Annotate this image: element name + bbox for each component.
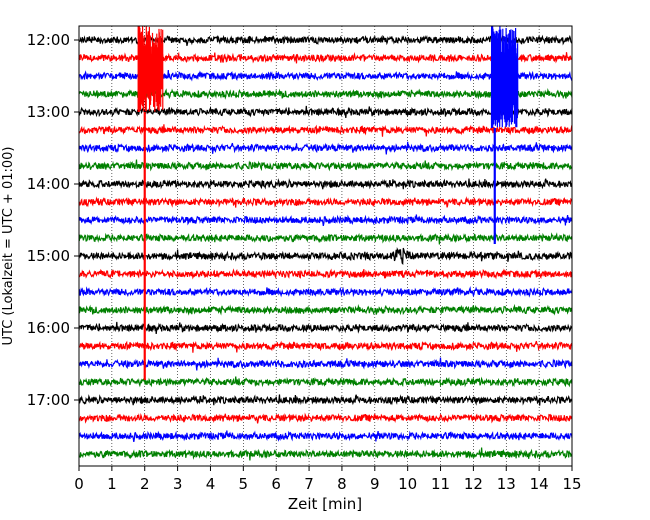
x-tick-label: 6 — [271, 475, 281, 493]
trace-1745 — [78, 447, 573, 461]
x-tick-label: 2 — [140, 475, 150, 493]
x-axis-label: Zeit [min] — [288, 495, 362, 513]
y-tick-label: 14:00 — [27, 175, 70, 193]
trace-1400 — [78, 178, 573, 190]
event-blue-burst-waveform — [490, 25, 519, 129]
event-red-burst — [137, 26, 164, 113]
x-axis-ticks: 0 1 2 3 4 5 6 7 8 9 10 11 12 13 14 15 — [74, 466, 582, 493]
y-tick-label: 17:00 — [27, 391, 70, 409]
x-tick-label: 4 — [206, 475, 216, 493]
y-tick-label: 15:00 — [27, 247, 70, 265]
y-tick-label: 16:00 — [27, 319, 70, 337]
trace-1530 — [78, 285, 573, 298]
trace-1415 — [78, 196, 573, 208]
x-tick-label: 9 — [370, 475, 380, 493]
trace-1600 — [78, 321, 573, 334]
trace-1500 — [78, 246, 573, 265]
y-tick-label: 13:00 — [27, 103, 70, 121]
x-tick-label: 13 — [497, 475, 516, 493]
trace-1630 — [78, 357, 573, 371]
trace-1430 — [78, 214, 573, 227]
x-tick-label: 12 — [464, 475, 483, 493]
trace-1300 — [78, 105, 573, 118]
plot-frame — [78, 25, 573, 467]
x-tick-label: 3 — [173, 475, 183, 493]
trace-1615 — [78, 340, 573, 353]
y-axis-ticks: 12:00 13:00 14:00 15:00 16:00 17:00 — [27, 31, 79, 409]
seismogram-traces — [78, 25, 573, 461]
x-tick-label: 11 — [431, 475, 450, 493]
x-tick-label: 1 — [107, 475, 117, 493]
trace-1730 — [78, 430, 573, 443]
trace-1700 — [78, 394, 573, 406]
x-tick-label: 15 — [562, 475, 581, 493]
x-tick-label: 7 — [304, 475, 314, 493]
x-tick-label: 5 — [239, 475, 249, 493]
trace-1645 — [78, 376, 573, 388]
trace-1315 — [78, 124, 573, 137]
trace-1545 — [78, 303, 573, 316]
y-tick-label: 12:00 — [27, 31, 70, 49]
event-red-burst-waveform — [137, 26, 164, 113]
trace-1345 — [78, 159, 573, 172]
trace-1445 — [78, 232, 573, 245]
y-axis-label: UTC (Lokalzeit = UTC + 01:00) — [1, 147, 16, 346]
x-tick-label: 14 — [530, 475, 549, 493]
x-tick-label: 0 — [74, 475, 84, 493]
trace-1330 — [78, 141, 573, 155]
trace-1715 — [78, 412, 573, 424]
x-tick-label: 10 — [398, 475, 417, 493]
trace-1515 — [79, 268, 573, 280]
event-blue-burst — [490, 25, 519, 129]
vertical-gridlines — [111, 26, 540, 466]
x-tick-label: 8 — [337, 475, 347, 493]
